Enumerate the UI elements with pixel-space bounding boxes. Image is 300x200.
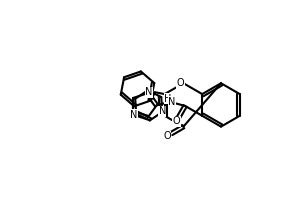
Text: O: O [172, 116, 180, 126]
Text: N: N [168, 97, 175, 107]
Text: N: N [159, 106, 166, 116]
Text: N: N [145, 87, 152, 97]
Text: O: O [177, 78, 184, 88]
Text: H: H [164, 94, 172, 104]
Text: O: O [164, 131, 171, 141]
Text: N: N [130, 110, 137, 120]
